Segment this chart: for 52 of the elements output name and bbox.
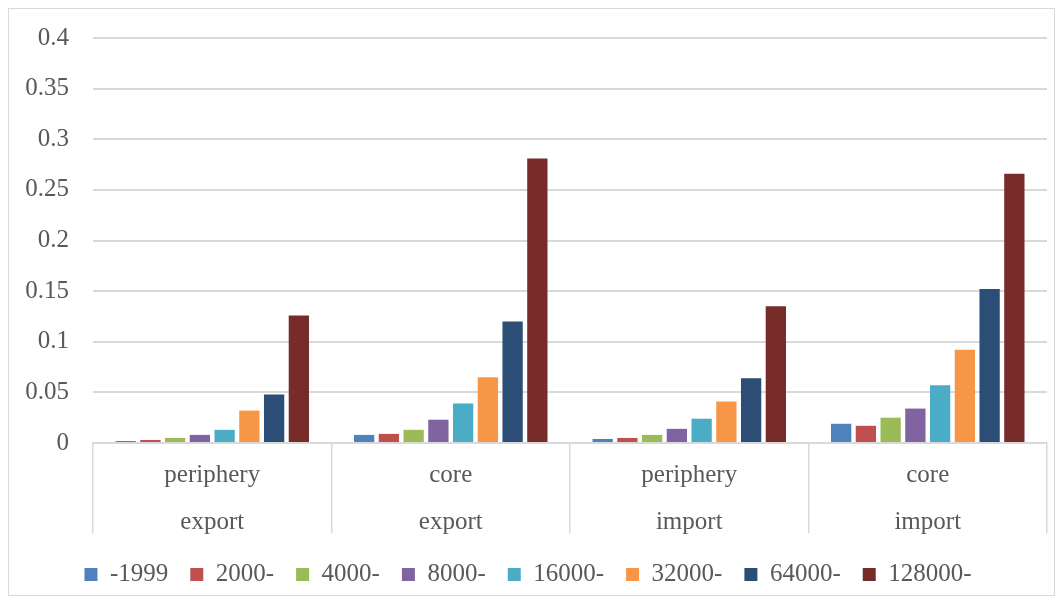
legend-label: 4000- (321, 559, 380, 587)
y-tick-label: 0.3 (37, 123, 69, 151)
bar (189, 434, 211, 442)
x-tick-label: periphery export (164, 459, 261, 534)
legend-label: -1999 (109, 559, 169, 587)
bar (239, 410, 260, 442)
bar (716, 401, 737, 442)
x-tick-label: periphery import (641, 459, 738, 534)
bar (140, 439, 161, 442)
legend-label: 16000- (533, 559, 605, 587)
bar (378, 433, 400, 442)
bar (691, 418, 712, 442)
bar (954, 349, 976, 442)
bar (288, 315, 309, 442)
bar (502, 321, 523, 442)
bar (1004, 173, 1025, 442)
x-tick-label: core export (418, 459, 483, 534)
bar (164, 437, 186, 442)
bar (641, 434, 663, 442)
y-tick-label: 0.1 (37, 326, 69, 354)
y-tick-label: 0.4 (37, 22, 70, 50)
bar (740, 378, 762, 442)
bar (428, 419, 449, 442)
bar (214, 429, 235, 442)
bar (592, 438, 613, 442)
y-tick-label: 0.05 (25, 376, 69, 404)
bar (452, 403, 474, 442)
x-tick-label: core import (894, 459, 962, 534)
y-tick-label: 0.2 (37, 225, 69, 253)
bar (880, 417, 901, 442)
legend-label: 32000- (651, 559, 723, 587)
legend-label: 2000- (215, 559, 275, 587)
bar (666, 428, 688, 442)
y-tick-label: 0.35 (25, 73, 69, 101)
bar (765, 306, 786, 442)
legend-label: 8000- (427, 559, 486, 587)
y-tick-label: 0.15 (25, 275, 69, 303)
bar (617, 437, 638, 442)
bar (403, 429, 424, 442)
bar (354, 434, 375, 442)
legend-label: 128000- (888, 559, 972, 587)
y-tick-label: 0.25 (25, 174, 69, 202)
y-tick-label: 0 (56, 427, 69, 455)
legend-label: 64000- (769, 559, 841, 587)
bar (527, 158, 548, 442)
bar (979, 289, 1000, 442)
bar (905, 408, 926, 442)
bar (263, 394, 285, 442)
bar (477, 377, 499, 442)
bar (855, 425, 877, 442)
bar (831, 423, 852, 442)
bar (929, 385, 951, 442)
